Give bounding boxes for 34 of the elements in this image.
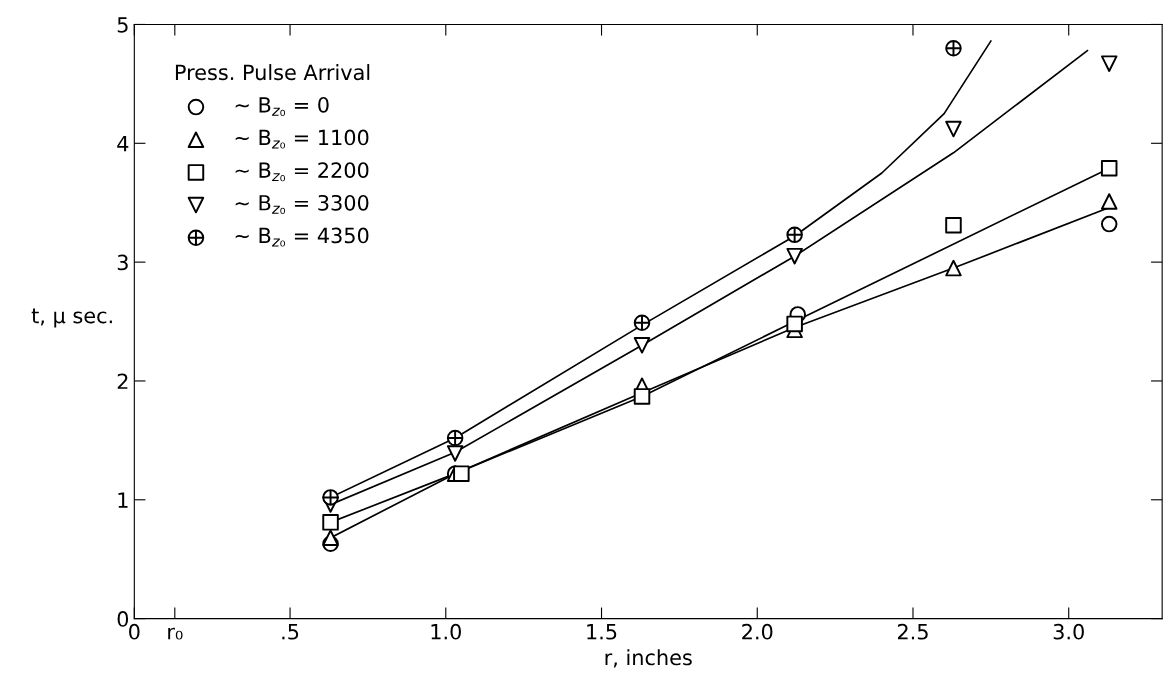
y-tick-label: 1	[118, 492, 128, 508]
point	[322, 514, 339, 531]
point	[1100, 55, 1118, 72]
point	[945, 259, 962, 277]
x-tick-label: 3.0	[1053, 623, 1084, 640]
x-axis-title: r, inches	[605, 649, 692, 668]
point	[633, 388, 651, 405]
legend-label: ~ B$_{z₀}$ = 0	[235, 96, 329, 116]
legend-title: Press. Pulse Arrival	[175, 64, 370, 81]
y-tick-label: 5	[117, 17, 128, 33]
y-tick-label: 0	[117, 611, 129, 627]
x-tick-label: 1.0	[431, 623, 461, 640]
point	[945, 120, 962, 138]
legend-label: ~ B$_{z₀}$ = 3300	[235, 194, 369, 214]
x-tick-label: 0	[129, 623, 140, 640]
x-tick-label: .5	[282, 624, 299, 640]
legend-label: ~ B$_{z₀}$ = 2200	[235, 162, 369, 182]
y-tick-label: 2	[117, 373, 128, 389]
point	[633, 337, 651, 354]
point	[786, 315, 803, 333]
point	[322, 529, 339, 547]
y-tick-label: 4	[117, 136, 129, 152]
point	[453, 465, 470, 482]
y-tick-label: 3	[117, 254, 128, 271]
point	[446, 445, 464, 462]
x-tick-label: 2.0	[742, 623, 773, 640]
legend-label: ~ B$_{z₀}$ = 4350	[235, 227, 369, 247]
y-axis-title: t, μ sec.	[31, 308, 112, 328]
x-tick-label: 1.5	[587, 624, 617, 640]
x-tick-label: r₀	[168, 627, 183, 640]
legend-label: ~ B$_{z₀}$ = 1100	[235, 129, 369, 149]
point	[945, 217, 962, 234]
point	[1100, 160, 1118, 177]
x-tick-label: 2.5	[897, 623, 928, 640]
